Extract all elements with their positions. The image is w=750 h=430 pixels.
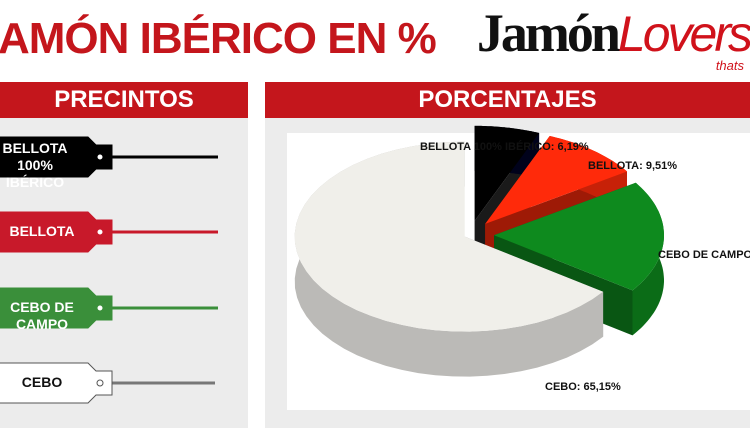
slice-label: BELLOTA: 9,51% (588, 160, 677, 172)
tag-label: BELLOTA 100% IBÉRICO (2, 140, 68, 190)
page-title: AMÓN IBÉRICO EN % (0, 14, 437, 63)
seal-tag (0, 362, 113, 404)
tag-label: CEBO (21, 374, 63, 390)
pie-slice (485, 136, 627, 224)
tag-label: CEBO DE CAMPO (10, 299, 74, 332)
panel-header: PRECINTOS (0, 82, 248, 118)
pie-slice (494, 182, 664, 291)
seal-tag (0, 136, 113, 178)
tag-hole (96, 153, 104, 161)
logo: JamónLovers (477, 2, 750, 64)
slice-label: CEBO: 65,15% (545, 381, 621, 393)
seal-tag (0, 287, 113, 329)
tag-hole (96, 304, 104, 312)
slice-label: BELLOTA 100% IBÉRICO: 6,19% (420, 140, 589, 153)
seal-tag (0, 211, 113, 253)
logo-accent: Lovers (617, 6, 750, 62)
logo-main: Jamón (476, 3, 621, 63)
tag-hole (96, 379, 104, 387)
tag-hole (96, 228, 104, 236)
tag-label: BELLOTA (9, 223, 75, 239)
pie-slice (474, 125, 540, 221)
pie-slice (294, 141, 604, 332)
logo-tagline: thats (715, 58, 744, 73)
panel-header: PORCENTAJES (265, 82, 750, 118)
slice-label: CEBO DE CAMPO: 19,15% (658, 249, 750, 261)
